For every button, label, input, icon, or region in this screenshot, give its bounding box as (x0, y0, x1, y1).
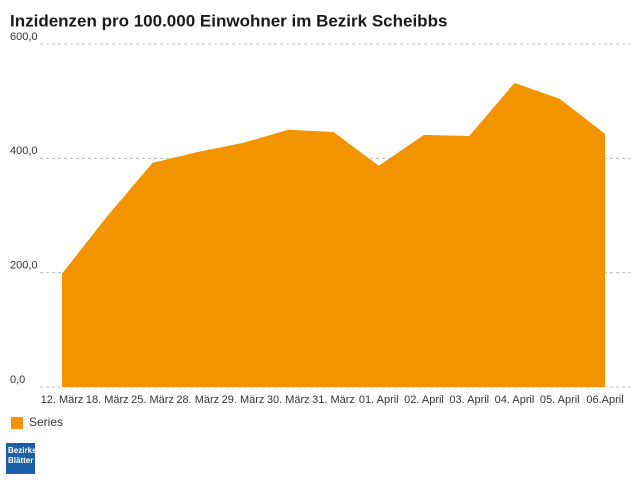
legend-label: Series (29, 415, 63, 429)
legend-swatch (11, 417, 23, 429)
x-tick-label: 06.April (586, 394, 623, 406)
y-tick-label: 0,0 (10, 374, 25, 386)
x-tick-label: 05. April (540, 394, 580, 406)
x-tick-label: 28. März (176, 394, 219, 406)
x-tick-label: 18. März (86, 394, 129, 406)
logo-text: Blätter (8, 456, 33, 465)
area (62, 82, 605, 387)
logo-box (6, 443, 35, 474)
x-tick-label: 30. März (267, 394, 310, 406)
y-tick-label: 600,0 (10, 31, 38, 43)
logo-text: Bezirks (8, 446, 37, 455)
x-tick-label: 31. März (312, 394, 355, 406)
x-tick-label: 01. April (359, 394, 399, 406)
x-tick-label: 03. April (449, 394, 489, 406)
y-tick-label: 200,0 (10, 260, 38, 272)
chart-title: Inzidenzen pro 100.000 Einwohner im Bezi… (10, 11, 447, 30)
x-tick-label: 25. März (131, 394, 174, 406)
x-tick-label: 12. März (41, 394, 84, 406)
x-tick-label: 04. April (495, 394, 535, 406)
x-tick-label: 29. März (222, 394, 265, 406)
y-tick-label: 400,0 (10, 145, 38, 157)
x-tick-label: 02. April (404, 394, 444, 406)
